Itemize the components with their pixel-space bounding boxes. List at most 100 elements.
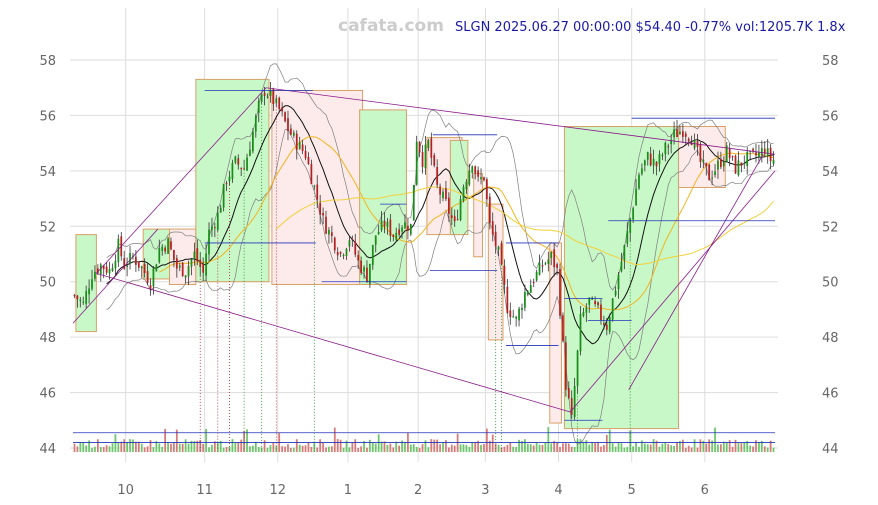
candle-body [465, 181, 468, 190]
candle-body [336, 252, 339, 256]
candle-body [137, 261, 140, 268]
volume-bar [158, 443, 161, 452]
y-tick-label: 50 [39, 276, 56, 291]
candle-body [559, 269, 561, 316]
volume-bar [594, 443, 596, 452]
volume-bar [389, 443, 392, 452]
x-tick-label: 4 [554, 483, 562, 498]
volume-bar [322, 442, 324, 452]
candle-body [219, 207, 222, 213]
volume-bar [190, 440, 193, 452]
volume-bar [336, 439, 339, 452]
volume-bar [351, 442, 354, 452]
volume-bar [509, 442, 512, 452]
candle-body [202, 263, 205, 273]
volume-bar [237, 442, 240, 452]
candle-body [722, 161, 725, 167]
volume-bar [319, 439, 322, 452]
candle-body [430, 138, 433, 158]
candle-body [553, 249, 556, 268]
volume-bar [330, 446, 333, 452]
candle-body [737, 160, 740, 176]
volume-bar [254, 441, 257, 452]
candle-body [216, 212, 219, 230]
volume-bar [292, 447, 295, 452]
candle-body [237, 158, 240, 165]
candle-body [240, 167, 243, 169]
volume-bar [249, 446, 251, 452]
volume-bar [284, 446, 286, 452]
candle-body [369, 263, 371, 284]
y-tick-label: 44 [822, 442, 839, 457]
candle-body [450, 215, 453, 218]
trend-line [628, 154, 764, 390]
volume-bar [161, 446, 164, 452]
candle-body [290, 128, 292, 135]
volume-bar [518, 439, 520, 452]
candle-body [462, 186, 465, 201]
x-tick-label: 1 [344, 483, 352, 498]
candle-body [635, 188, 637, 206]
volume-bar [208, 447, 210, 452]
volume-bar [175, 429, 178, 452]
volume-bar [374, 443, 377, 452]
pattern-box-up [563, 126, 679, 430]
volume-bars [73, 427, 775, 452]
candle-body [603, 323, 605, 325]
candle-body [377, 231, 380, 235]
volume-bar [155, 441, 158, 452]
candle-body [173, 249, 175, 260]
candle-body [582, 312, 585, 316]
candle-body [243, 168, 245, 170]
volume-bar [418, 447, 421, 452]
candle-body [263, 92, 266, 97]
volume-bar [711, 440, 713, 452]
y-tick-label: 58 [39, 54, 56, 69]
volume-bar [658, 446, 661, 452]
candle-body [483, 177, 485, 181]
volume-bar [535, 442, 538, 452]
volume-bar [491, 434, 494, 452]
volume-bar [123, 439, 126, 452]
volume-bar [459, 444, 462, 452]
volume-bar [135, 441, 137, 452]
volume-bar [506, 444, 509, 452]
candle-body [684, 133, 687, 137]
candle-body [535, 271, 538, 281]
volume-bar [301, 445, 304, 452]
candle-body [617, 274, 620, 290]
candle-body [208, 229, 210, 255]
volume-bar [629, 430, 632, 452]
candle-body [541, 265, 544, 267]
volume-bar [328, 446, 330, 452]
watermark: cafata.com [338, 16, 444, 36]
trend-line [96, 273, 571, 413]
volume-bar [111, 443, 114, 452]
volume-bar [556, 442, 558, 452]
candle-body [643, 160, 646, 166]
y-tick-label: 54 [822, 165, 839, 180]
candle-body [409, 223, 412, 235]
volume-bar [211, 444, 213, 452]
volume-bar [325, 447, 327, 452]
candle-body [254, 116, 257, 132]
volume-bar [404, 442, 406, 452]
candle-body [699, 144, 702, 162]
volume-bar [521, 440, 523, 452]
candle-body [629, 218, 632, 233]
candle-body [383, 220, 386, 227]
volume-bar [705, 443, 708, 452]
candle-body [521, 307, 523, 311]
candle-body [269, 89, 272, 96]
volume-bar [667, 443, 670, 452]
volume-bar [500, 447, 503, 452]
level-lines [73, 90, 775, 443]
candle-body [351, 239, 354, 241]
volume-bar [582, 441, 585, 452]
volume-bar [643, 443, 646, 452]
candle-body [614, 290, 617, 296]
volume-bar [480, 444, 482, 452]
candle-body [339, 252, 342, 254]
volume-bar [129, 439, 131, 452]
